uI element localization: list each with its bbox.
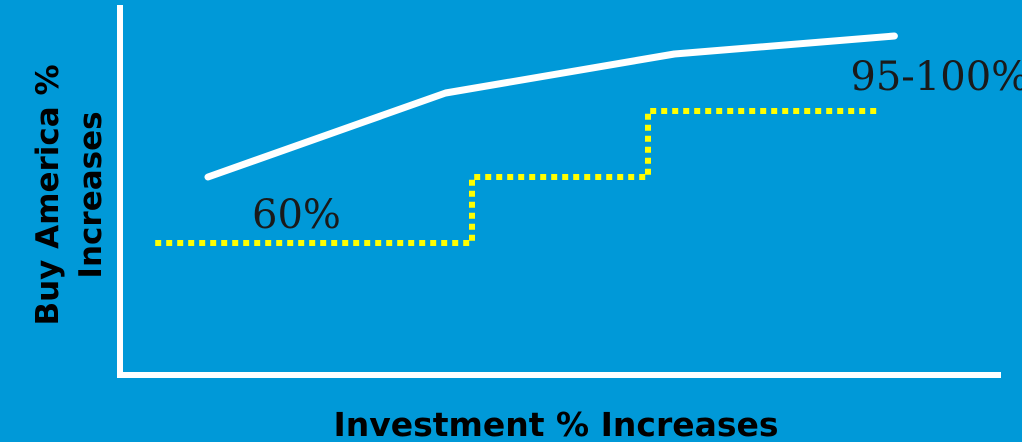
- y-axis-title-line-1: Buy America %: [30, 64, 66, 325]
- data-label-1: 60%: [252, 192, 341, 238]
- curve-series-line: [204, 32, 898, 181]
- y-axis-title: Buy America % Increases: [30, 64, 109, 325]
- step-series-line: [155, 108, 877, 246]
- x-axis-title: Investment % Increases: [333, 405, 778, 442]
- data-label-2: 95-100%: [850, 54, 1022, 100]
- y-axis-title-line-2: Increases: [73, 111, 109, 278]
